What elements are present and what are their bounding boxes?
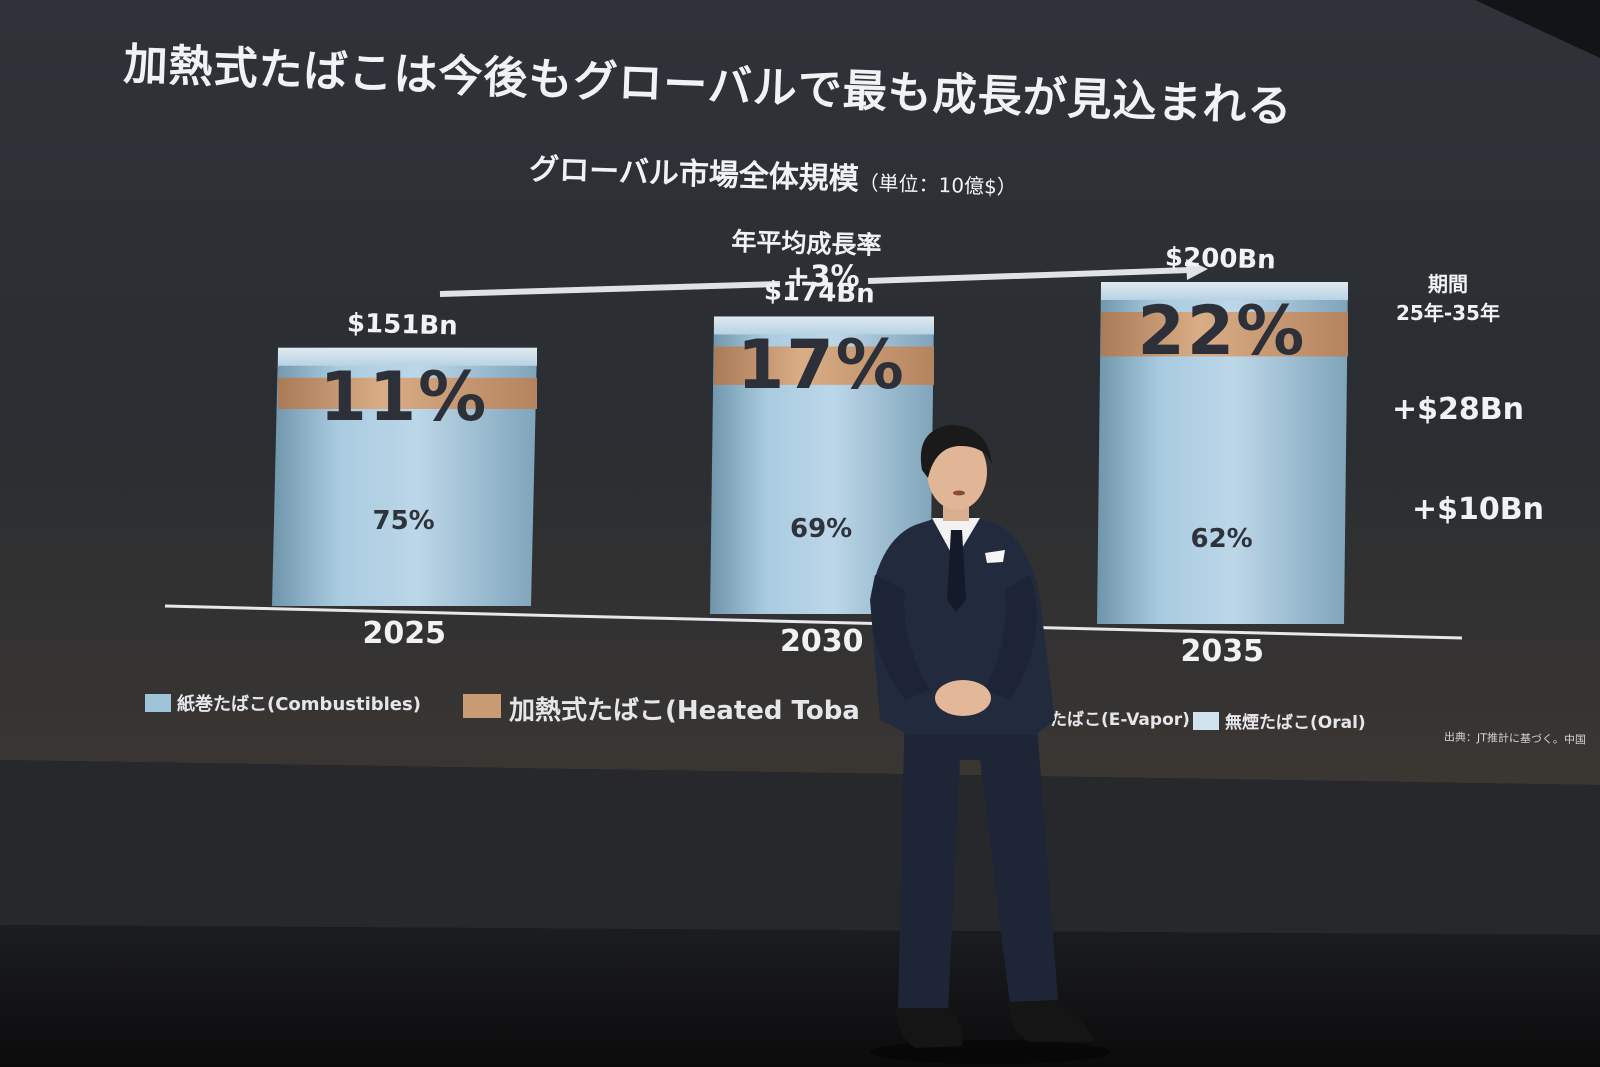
- heated-bar-2035: [1101, 312, 1348, 357]
- legend-label-1: 加熱式たばこ(Heated Toba: [509, 696, 860, 726]
- combustibles-pct-label-2030: 69%: [790, 514, 853, 544]
- legend-swatch-1: [463, 694, 501, 718]
- heated-bar-2025: [278, 377, 537, 409]
- combustibles-bar-2035: [1097, 282, 1348, 624]
- legend-label-2: 子たばこ(E-Vapor): [1033, 710, 1190, 730]
- period-range: 25年-35年: [1396, 301, 1500, 325]
- period-title: 期間: [1427, 272, 1468, 296]
- legend-label-0: 紙巻たばこ(Combustibles): [177, 694, 421, 715]
- other-segment-2025: [278, 347, 537, 366]
- heated-pct-label-2030: 17%: [737, 326, 906, 406]
- legend-label-3: 無煙たばこ(Oral): [1225, 713, 1366, 733]
- other-segment-2035: [1101, 282, 1348, 300]
- heated-bar-2030: [714, 346, 934, 385]
- year-label-2025: 2025: [362, 616, 447, 651]
- combustibles-bar-2025: [272, 347, 537, 606]
- legend-swatch-0: [145, 694, 171, 712]
- heated-pct-label-2035: 22%: [1137, 292, 1307, 371]
- legend-swatch-3: [1193, 712, 1219, 730]
- delta-label-0: +$28Bn: [1392, 392, 1524, 427]
- cagr-value: +3%: [786, 259, 860, 293]
- period-label: 期間 25年-35年: [1396, 268, 1500, 326]
- combustibles-pct-label-2035: 62%: [1190, 524, 1253, 554]
- year-label-2035: 2035: [1180, 634, 1265, 669]
- bar-group: [272, 282, 1348, 624]
- combustibles-bar-2030: [710, 316, 934, 614]
- heated-pct-label-2025: 11%: [319, 357, 489, 437]
- delta-label-1: +$10Bn: [1412, 492, 1544, 527]
- year-label-2030: 2030: [780, 624, 864, 659]
- other-segment-2030: [714, 316, 934, 335]
- combustibles-pct-label-2025: 75%: [372, 506, 435, 536]
